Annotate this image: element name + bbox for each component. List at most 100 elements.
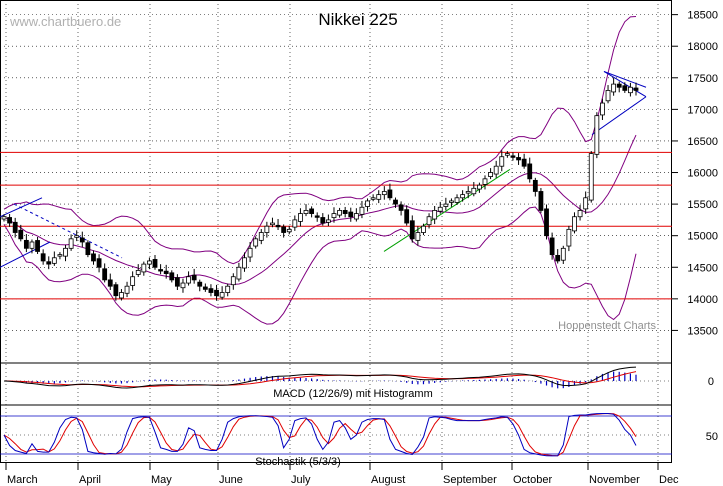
bollinger-upper (3, 16, 637, 265)
candle-body (46, 261, 52, 265)
candle-body (577, 210, 583, 218)
candle-body (331, 213, 337, 219)
candle-body (191, 274, 197, 281)
candle-body (510, 155, 516, 158)
price-tick-label: 15000 (687, 231, 718, 243)
candle-body (35, 240, 40, 252)
candle-body (163, 270, 169, 274)
candle-body (119, 292, 124, 299)
candle-body (298, 213, 303, 222)
candle-body (180, 282, 186, 289)
bollinger-lower (3, 206, 637, 325)
candle-body (460, 194, 466, 199)
candle-body (68, 238, 74, 249)
candle-body (476, 184, 482, 190)
candle-body (135, 270, 141, 275)
candle-body (57, 254, 63, 257)
candle-body (107, 279, 113, 287)
price-tick-label: 17500 (687, 73, 718, 85)
triangle-upper (603, 71, 647, 88)
candle-body (381, 191, 387, 196)
candle-body (549, 237, 555, 256)
candle-body (174, 277, 180, 287)
candle-body (437, 206, 443, 212)
candle-body (23, 239, 29, 249)
candle-body (493, 165, 499, 175)
candle-body (504, 153, 510, 156)
candle-body (292, 219, 298, 228)
candle-body (465, 191, 471, 194)
candle-body (628, 86, 633, 94)
candle-body (152, 259, 158, 268)
candle-body (85, 242, 91, 256)
month-label: May (151, 474, 172, 486)
candle-body (409, 220, 415, 240)
candle-body (583, 197, 589, 210)
candle-body (303, 210, 309, 214)
candle-body (622, 85, 628, 91)
candle-body (611, 83, 617, 93)
candle-body (426, 216, 432, 226)
candle-body (141, 263, 147, 273)
candle-body (421, 225, 426, 233)
month-label: March (7, 474, 38, 486)
candle-body (51, 257, 57, 264)
candle-body (202, 286, 208, 290)
candle-body (393, 199, 398, 205)
candle-body (219, 292, 225, 298)
candle-body (342, 210, 348, 214)
month-label: October (513, 474, 552, 486)
macd-zero-label: 0 (708, 376, 714, 388)
month-label: April (79, 474, 101, 486)
uptrend-line (383, 168, 511, 252)
candle-body (404, 209, 410, 224)
candle-body (275, 224, 281, 228)
candle-body (325, 219, 331, 223)
candle-body (113, 284, 119, 297)
candle-body (236, 266, 242, 280)
candle-body (40, 253, 46, 262)
candle-body (432, 210, 438, 220)
stochastic-k-line (3, 413, 637, 457)
candle-body (208, 288, 214, 293)
candle-body (532, 179, 538, 192)
candle-body (253, 238, 259, 247)
candle-body (516, 157, 521, 161)
source-note: Hoppenstedt Charts (558, 320, 656, 332)
candle-body (566, 228, 572, 247)
candle-body (555, 254, 561, 262)
candle-body (600, 102, 605, 116)
channel-line-lower (0, 241, 51, 268)
price-tick-label: 18500 (687, 10, 718, 22)
candle-body (353, 213, 359, 220)
macd-label: MACD (12/26/9) mit Histogramm (273, 388, 433, 400)
macd-panel (0, 366, 672, 389)
candle-body (124, 285, 130, 294)
candle-body (314, 215, 320, 218)
candle-body (258, 232, 264, 241)
candle-body (91, 253, 96, 262)
candle-body (359, 206, 365, 215)
candle-body (214, 289, 219, 297)
candle-body (370, 197, 376, 200)
x-axis: March April May June July August September Octo… (5, 462, 679, 486)
candle-body (538, 191, 544, 211)
candle-body (270, 222, 275, 226)
price-tick-label: 17000 (687, 104, 718, 116)
candle-body (96, 258, 102, 268)
chart-title: Nikkei 225 (318, 10, 397, 29)
month-label: July (291, 474, 311, 486)
candle-body (521, 158, 527, 167)
month-label: November (589, 474, 640, 486)
candle-body (242, 257, 247, 269)
price-tick-label: 16000 (687, 168, 718, 180)
candle-body (169, 272, 175, 281)
candle-body (281, 226, 287, 233)
candle-body (102, 268, 108, 281)
candle-body (443, 203, 449, 207)
candle-body (588, 153, 594, 201)
candle-body (572, 216, 577, 232)
candle-body (594, 115, 600, 155)
resistance-lines (0, 151, 672, 300)
